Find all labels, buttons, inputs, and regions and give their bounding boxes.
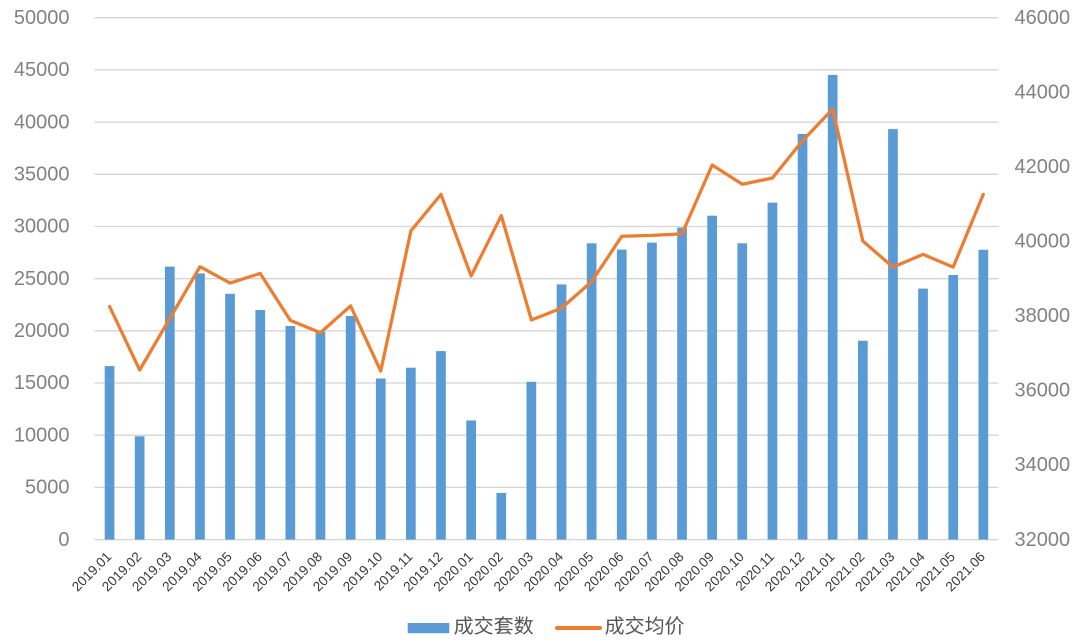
svg-text:35000: 35000 (14, 164, 70, 186)
svg-text:50000: 50000 (14, 7, 70, 29)
svg-text:42000: 42000 (1015, 156, 1071, 178)
svg-text:30000: 30000 (14, 216, 70, 238)
svg-text:0: 0 (58, 529, 69, 551)
svg-text:45000: 45000 (14, 59, 70, 81)
svg-text:44000: 44000 (1015, 82, 1071, 104)
svg-text:32000: 32000 (1015, 529, 1071, 551)
svg-text:46000: 46000 (1015, 7, 1071, 29)
svg-text:5000: 5000 (25, 477, 70, 499)
svg-text:40000: 40000 (14, 111, 70, 133)
svg-text:15000: 15000 (14, 372, 70, 394)
svg-text:20000: 20000 (14, 320, 70, 342)
svg-text:34000: 34000 (1015, 454, 1071, 476)
svg-text:10000: 10000 (14, 424, 70, 446)
svg-text:38000: 38000 (1015, 305, 1071, 327)
svg-text:36000: 36000 (1015, 380, 1071, 402)
svg-text:25000: 25000 (14, 268, 70, 290)
svg-text:40000: 40000 (1015, 231, 1071, 253)
